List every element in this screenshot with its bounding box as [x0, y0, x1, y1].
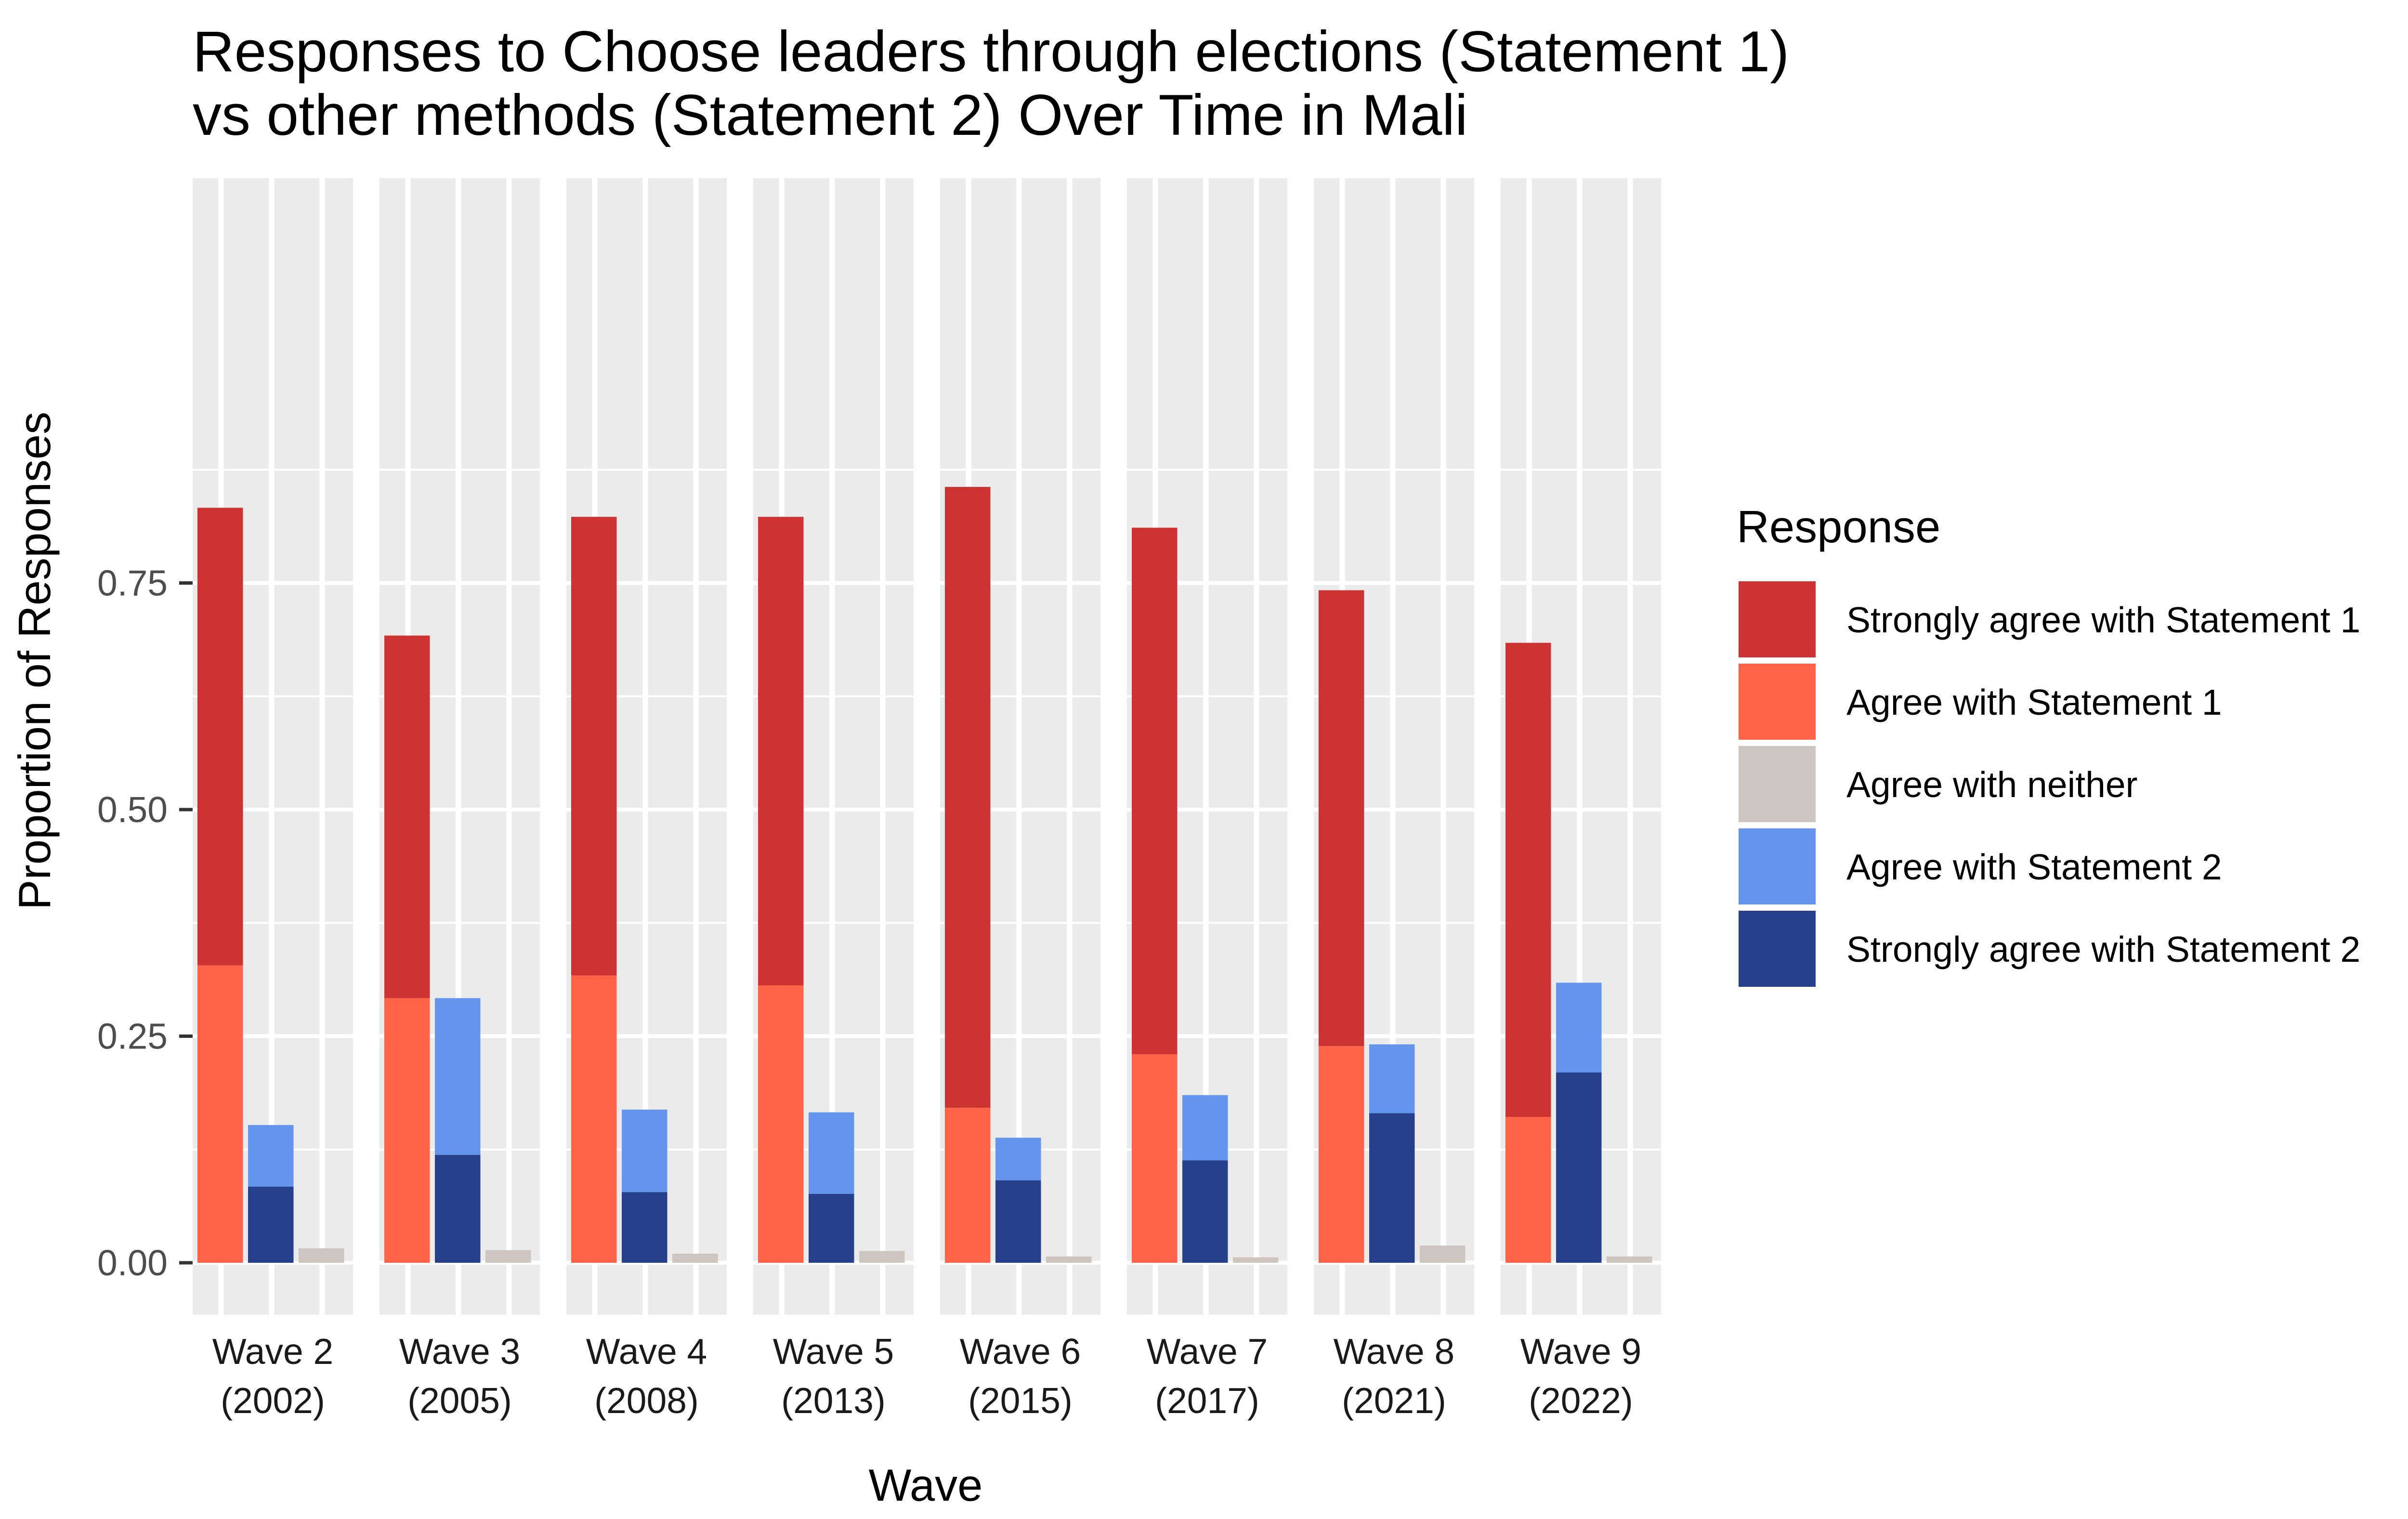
bar-strongly-agree-statement-2: [1182, 1160, 1228, 1263]
facet-label: Wave 2: [212, 1331, 333, 1372]
facet-year-label: (2017): [1155, 1380, 1259, 1421]
bar-strongly-agree-statement-1: [1505, 642, 1551, 1117]
legend-swatch: [1739, 664, 1816, 740]
legend-label: Agree with Statement 2: [1846, 847, 2222, 887]
bar-agree-statement-2: [995, 1138, 1041, 1180]
legend-label: Agree with Statement 1: [1846, 682, 2222, 722]
bar-strongly-agree-statement-1: [758, 517, 804, 986]
bar-strongly-agree-statement-2: [435, 1155, 481, 1263]
bar-strongly-agree-statement-1: [1132, 527, 1178, 1055]
bar-strongly-agree-statement-2: [1369, 1113, 1415, 1263]
panel-3: Wave 4 (2008): [566, 178, 727, 1421]
facet-label: Wave 3: [399, 1331, 520, 1372]
bar-agree-neither: [1046, 1256, 1092, 1263]
facet-year-label: (2008): [594, 1380, 699, 1421]
x-axis-title: Wave: [869, 1460, 983, 1510]
bar-agree-neither: [672, 1254, 718, 1263]
chart-title-line-2: vs other methods (Statement 2) Over Time…: [193, 83, 1468, 147]
legend-label: Strongly agree with Statement 2: [1846, 929, 2360, 969]
bar-agree-statement-1: [1505, 1116, 1551, 1263]
bar-strongly-agree-statement-2: [248, 1186, 294, 1263]
facet-label: Wave 6: [960, 1331, 1081, 1372]
bar-agree-statement-1: [758, 985, 804, 1263]
bar-strongly-agree-statement-2: [622, 1192, 667, 1263]
bar-agree-statement-2: [1369, 1044, 1415, 1113]
bar-agree-neither: [859, 1251, 905, 1263]
panel-2: Wave 3 (2005): [380, 178, 540, 1421]
chart-title-line-1: Responses to Choose leaders through elec…: [193, 19, 1789, 84]
legend-swatch: [1739, 911, 1816, 987]
bar-agree-statement-1: [1319, 1046, 1364, 1263]
bar-strongly-agree-statement-1: [1319, 590, 1364, 1047]
bar-agree-neither: [1233, 1257, 1279, 1263]
y-axis-title: Proportion of Responses: [9, 412, 60, 910]
legend-label: Agree with neither: [1846, 764, 2138, 805]
facet-label: Wave 8: [1334, 1331, 1454, 1372]
bar-agree-neither: [299, 1248, 344, 1263]
y-tick-label: 0.75: [97, 563, 168, 603]
bar-strongly-agree-statement-2: [809, 1193, 854, 1263]
panel-5: Wave 6 (2015): [940, 178, 1100, 1421]
facet-year-label: (2002): [221, 1380, 325, 1421]
bar-strongly-agree-statement-1: [197, 508, 243, 966]
facet-label: Wave 9: [1520, 1331, 1641, 1372]
y-axis: 0.00 0.25 0.50 0.75: [97, 563, 193, 1283]
legend-swatch: [1739, 746, 1816, 822]
legend-label: Strongly agree with Statement 1: [1846, 600, 2360, 640]
bar-agree-statement-2: [1182, 1095, 1228, 1161]
legend: Response Strongly agree with Statement 1…: [1737, 501, 2360, 987]
facet-label: Wave 5: [773, 1331, 894, 1372]
facet-year-label: (2015): [968, 1380, 1073, 1421]
bar-agree-statement-1: [571, 975, 617, 1263]
legend-swatch: [1739, 828, 1816, 904]
legend-title: Response: [1737, 501, 1940, 552]
panel-4: Wave 5 (2013): [753, 178, 914, 1421]
bar-agree-statement-2: [622, 1109, 667, 1192]
bar-agree-statement-2: [1556, 982, 1602, 1073]
bar-agree-statement-2: [248, 1125, 294, 1187]
bar-agree-neither: [1420, 1245, 1466, 1263]
y-tick-label: 0.25: [97, 1016, 168, 1057]
facet-label: Wave 4: [586, 1331, 707, 1372]
facet-label: Wave 7: [1147, 1331, 1268, 1372]
bar-strongly-agree-statement-2: [1556, 1072, 1602, 1263]
bar-agree-neither: [1607, 1256, 1652, 1263]
facet-year-label: (2005): [407, 1380, 512, 1421]
panel-1: Wave 2 (2002): [193, 178, 353, 1421]
bar-agree-statement-1: [384, 998, 430, 1263]
bar-strongly-agree-statement-1: [384, 635, 430, 998]
facet-year-label: (2022): [1529, 1380, 1633, 1421]
plot-panels: Wave 2(2002)Wave 3(2005)Wave 4(2008)Wave…: [193, 178, 1661, 1421]
facet-year-label: (2021): [1342, 1380, 1446, 1421]
legend-swatch: [1739, 581, 1816, 657]
bar-agree-statement-1: [197, 965, 243, 1263]
bar-strongly-agree-statement-2: [995, 1180, 1041, 1263]
bar-strongly-agree-statement-1: [571, 517, 617, 976]
panel-6: Wave 7 (2017): [1127, 178, 1287, 1421]
bar-strongly-agree-statement-1: [945, 487, 991, 1108]
bar-agree-statement-1: [1132, 1054, 1178, 1263]
y-tick-label: 0.00: [97, 1243, 168, 1283]
y-tick-label: 0.50: [97, 789, 168, 830]
bar-agree-statement-2: [809, 1112, 854, 1194]
bar-agree-statement-1: [945, 1108, 991, 1263]
facet-year-label: (2013): [781, 1380, 886, 1421]
panel-7: Wave 8 (2021): [1314, 178, 1474, 1421]
bar-agree-neither: [485, 1250, 531, 1263]
panel-8: Wave 9 (2022): [1501, 178, 1661, 1421]
bar-agree-statement-2: [435, 998, 481, 1155]
